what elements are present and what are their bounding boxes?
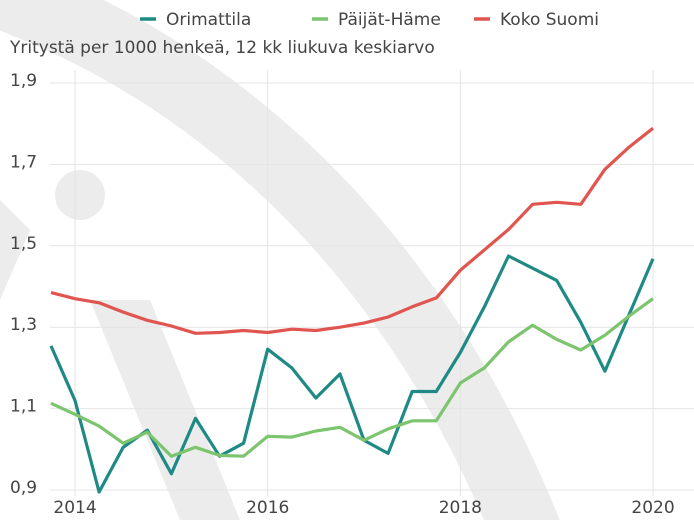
watermark: [0, 0, 560, 520]
x-tick-label: 2014: [53, 498, 96, 518]
subtitle: Yritystä per 1000 henkeä, 12 kk liukuva …: [9, 38, 435, 58]
y-tick-label: 1,5: [10, 234, 37, 254]
x-tick-label: 2018: [439, 498, 482, 518]
x-tick-label: 2020: [631, 498, 674, 518]
y-tick-label: 1,9: [10, 71, 37, 91]
legend-label: Orimattila: [166, 10, 251, 30]
legend-label: Koko Suomi: [500, 10, 599, 30]
y-tick-label: 0,9: [10, 478, 37, 498]
series-line: [50, 297, 654, 458]
y-tick-label: 1,1: [10, 397, 37, 417]
y-tick-label: 1,7: [10, 152, 37, 172]
series-line: [50, 126, 654, 335]
legend-label: Päijät-Häme: [338, 10, 441, 30]
y-tick-label: 1,3: [10, 315, 37, 335]
x-tick-label: 2016: [246, 498, 289, 518]
